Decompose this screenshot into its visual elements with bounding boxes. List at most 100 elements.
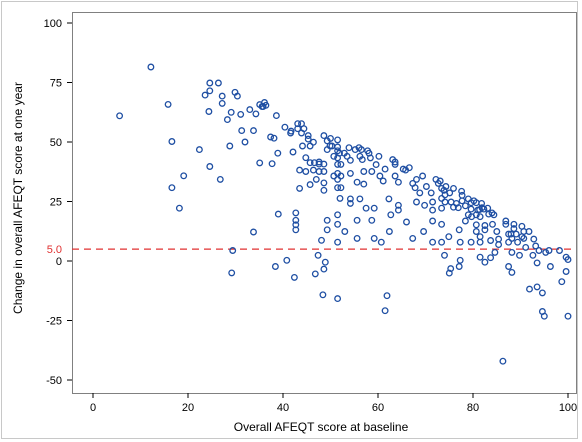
data-point <box>353 178 361 186</box>
data-point <box>487 254 495 262</box>
data-point <box>442 183 450 190</box>
data-point <box>488 209 496 217</box>
data-point <box>334 143 342 151</box>
data-point <box>403 218 410 226</box>
data-point <box>370 204 378 212</box>
data-point <box>416 189 424 197</box>
data-point <box>391 160 399 168</box>
data-point <box>489 220 496 228</box>
data-point <box>508 234 516 242</box>
data-point <box>180 172 188 180</box>
data-point <box>493 228 501 235</box>
data-point <box>381 307 389 315</box>
data-point <box>346 195 354 203</box>
data-point <box>476 238 484 246</box>
data-point <box>346 199 354 207</box>
data-point <box>341 228 349 235</box>
data-point <box>218 99 226 107</box>
data-point <box>381 165 389 173</box>
data-point <box>357 146 365 154</box>
data-point <box>441 251 448 259</box>
data-point <box>447 265 455 273</box>
data-point <box>206 79 214 87</box>
data-point <box>356 195 364 203</box>
reference-line-group: 5.0 <box>47 244 576 256</box>
y-tick-label: 100 <box>44 18 62 30</box>
data-point <box>320 265 328 273</box>
data-point <box>334 184 342 192</box>
data-point <box>233 92 241 100</box>
data-point <box>372 161 380 169</box>
data-point <box>306 159 314 167</box>
data-point <box>311 270 319 278</box>
data-point <box>514 238 522 246</box>
data-point <box>394 201 402 209</box>
data-point <box>458 197 466 205</box>
data-point <box>334 238 342 246</box>
data-point <box>362 204 370 212</box>
data-point <box>327 134 334 142</box>
data-point <box>214 79 222 87</box>
data-point <box>516 251 523 259</box>
data-point <box>445 233 453 241</box>
data-point <box>334 211 342 219</box>
data-point <box>427 189 435 197</box>
data-point <box>164 100 172 108</box>
data-point <box>334 220 342 228</box>
data-point <box>429 238 437 246</box>
data-point <box>525 228 533 235</box>
data-point <box>330 152 338 160</box>
data-point <box>445 269 453 277</box>
data-point <box>296 184 304 192</box>
data-point <box>334 160 342 168</box>
data-point <box>292 209 300 217</box>
data-point <box>315 160 323 168</box>
data-point <box>296 166 304 174</box>
data-point <box>321 258 329 266</box>
data-point <box>455 263 463 270</box>
data-point <box>532 242 540 250</box>
data-point <box>533 259 541 267</box>
data-point <box>478 199 486 207</box>
data-point <box>205 108 213 115</box>
data-point <box>116 112 124 120</box>
data-point <box>545 247 553 254</box>
data-point <box>409 234 417 242</box>
y-tick-label: 25 <box>50 197 62 209</box>
data-point <box>438 194 446 202</box>
data-point <box>438 204 446 212</box>
data-point <box>334 295 342 303</box>
data-point <box>337 160 345 168</box>
data-point <box>510 220 518 228</box>
data-point <box>461 217 469 225</box>
data-point <box>375 152 383 160</box>
data-point <box>526 285 533 293</box>
data-point <box>446 189 454 197</box>
y-tick-label: 75 <box>50 78 62 90</box>
data-point <box>564 312 572 320</box>
data-point <box>320 168 328 175</box>
data-point <box>487 237 495 244</box>
data-point <box>490 211 498 219</box>
data-point <box>320 179 328 187</box>
data-point <box>218 92 226 100</box>
data-point <box>529 251 537 259</box>
data-point <box>227 108 235 116</box>
data-point <box>353 234 361 242</box>
data-point <box>336 194 344 202</box>
data-point <box>385 195 393 203</box>
data-point <box>241 138 249 146</box>
data-point <box>345 144 353 152</box>
data-point <box>480 205 488 213</box>
data-point <box>206 163 214 170</box>
data-point <box>267 133 275 141</box>
data-point <box>226 142 234 150</box>
data-point <box>358 156 366 164</box>
data-point <box>302 168 310 175</box>
data-point <box>562 268 570 275</box>
data-point <box>302 154 310 162</box>
